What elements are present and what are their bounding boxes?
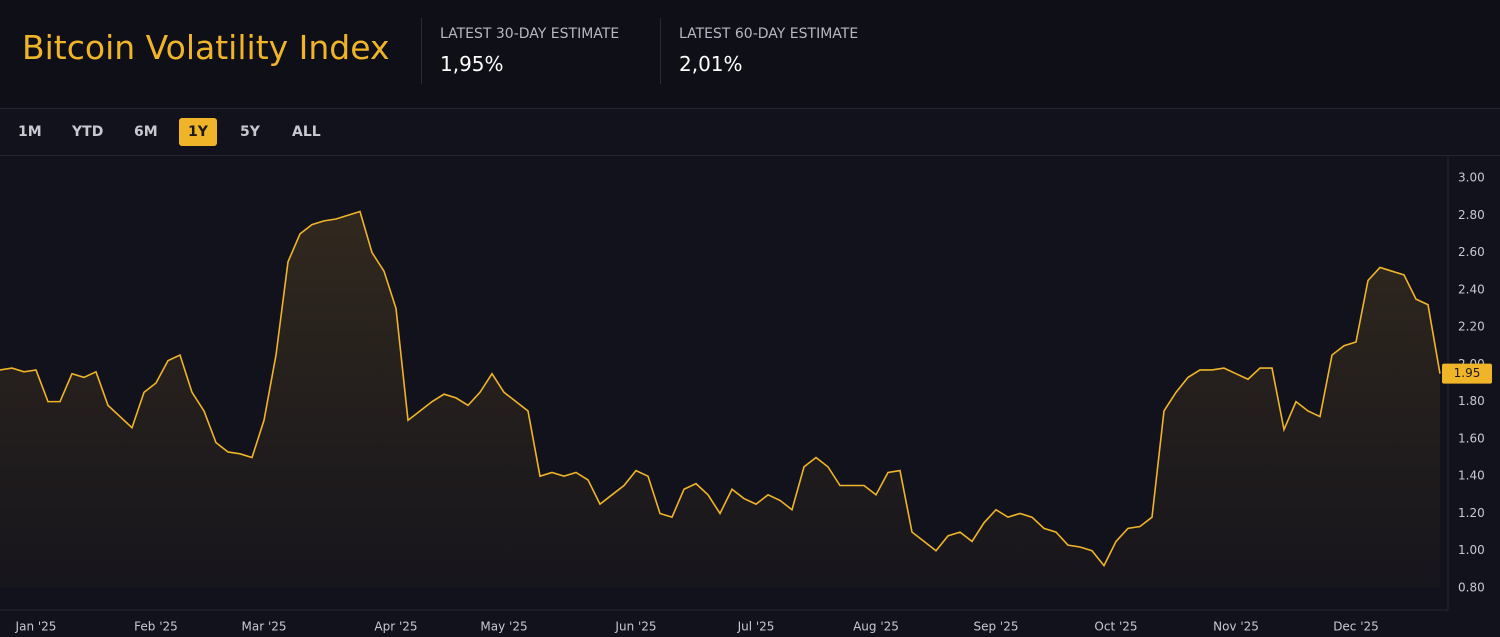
range-button[interactable]: YTD bbox=[72, 124, 104, 140]
x-tick-label: May '25 bbox=[480, 620, 527, 634]
x-tick-label: Oct '25 bbox=[1094, 620, 1137, 634]
x-tick-label: Sep '25 bbox=[974, 620, 1019, 634]
y-tick-label: 3.00 bbox=[1458, 171, 1485, 185]
y-tick-label: 1.00 bbox=[1458, 543, 1485, 557]
x-tick-label: Jul '25 bbox=[737, 620, 775, 634]
y-tick-label: 1.20 bbox=[1458, 506, 1485, 520]
y-tick-label: 1.60 bbox=[1458, 431, 1485, 445]
stat-value: 2,01% bbox=[679, 52, 743, 76]
x-tick-label: Dec '25 bbox=[1333, 620, 1379, 634]
y-tick-label: 0.80 bbox=[1458, 581, 1485, 595]
range-bar: 1M YTD 6M 1Y 5Y ALL bbox=[0, 109, 1500, 156]
y-tick-label: 2.80 bbox=[1458, 208, 1485, 222]
x-tick-label: Aug '25 bbox=[853, 620, 899, 634]
y-tick-label: 2.20 bbox=[1458, 320, 1485, 334]
last-value-badge bbox=[1442, 363, 1492, 384]
stat: LATEST 60-DAY ESTIMATE 2,01% bbox=[660, 18, 858, 84]
line bbox=[0, 210, 1441, 568]
last-value-label: 1.95 bbox=[1454, 366, 1481, 380]
y-tick-label: 1.40 bbox=[1458, 469, 1485, 483]
y-tick-label: 1.80 bbox=[1458, 394, 1485, 408]
x-tick-label: Nov '25 bbox=[1213, 620, 1259, 634]
x-tick-label: Jan '25 bbox=[15, 620, 57, 634]
header: Bitcoin Volatility Index LATEST 30-DAY E… bbox=[0, 0, 1500, 109]
stat-value: 1,95% bbox=[440, 52, 504, 76]
range-button[interactable]: 1M bbox=[18, 124, 42, 140]
title: Bitcoin Volatility Index bbox=[22, 28, 390, 67]
range-button[interactable]: 1Y bbox=[179, 118, 217, 146]
stat: LATEST 30-DAY ESTIMATE 1,95% bbox=[421, 18, 619, 84]
x-tick-label: Apr '25 bbox=[374, 620, 417, 634]
y-tick-label: 2.40 bbox=[1458, 282, 1485, 296]
stat-label: LATEST 60-DAY ESTIMATE bbox=[679, 26, 859, 42]
range-button[interactable]: ALL bbox=[292, 124, 321, 140]
stat-label: LATEST 30-DAY ESTIMATE bbox=[440, 26, 620, 42]
x-tick-label: Feb '25 bbox=[134, 620, 178, 634]
y-tick-label: 2.60 bbox=[1458, 245, 1485, 259]
range-button[interactable]: 6M bbox=[134, 124, 158, 140]
x-tick-label: Mar '25 bbox=[241, 620, 286, 634]
x-tick-label: Jun '25 bbox=[614, 620, 656, 634]
range-button[interactable]: 5Y bbox=[240, 124, 260, 140]
area bbox=[0, 211, 1440, 588]
